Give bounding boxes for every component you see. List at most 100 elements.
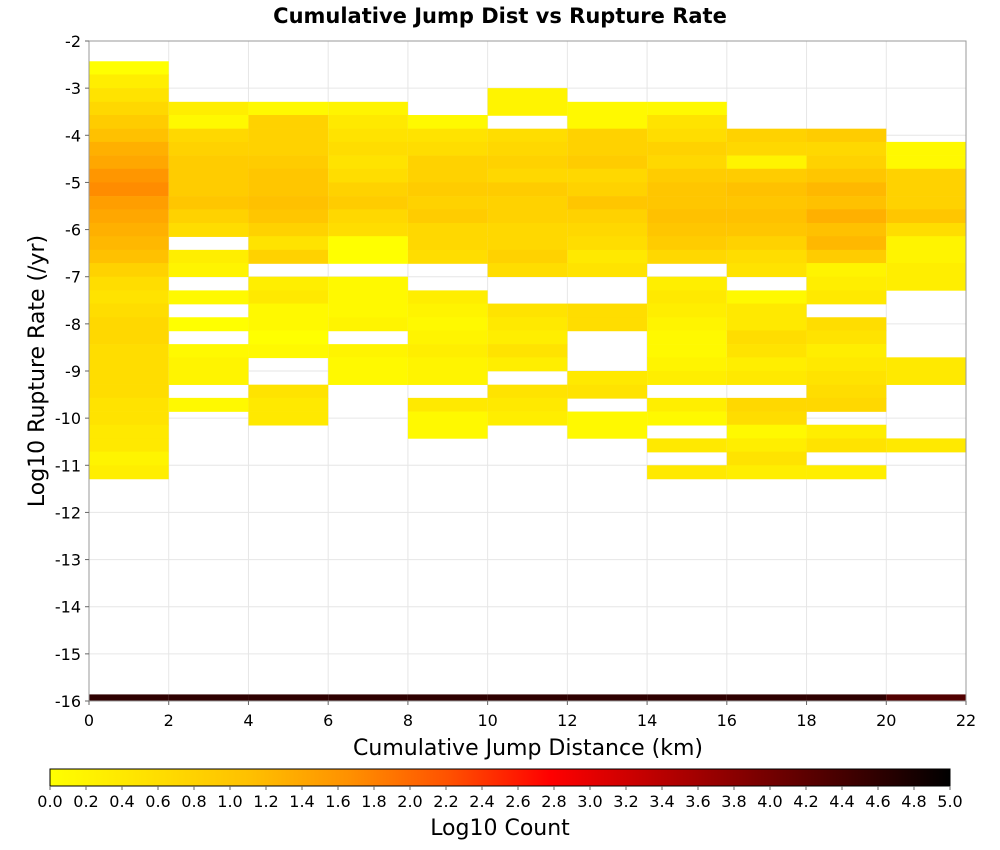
heatmap-cell: [726, 182, 807, 197]
heatmap-cell: [407, 128, 488, 143]
heatmap-cell: [487, 101, 568, 116]
heatmap-cell: [647, 317, 727, 332]
heatmap-cell: [567, 424, 648, 439]
x-tick-label: 0: [84, 711, 94, 730]
colorbar-tick-label: 0.8: [181, 792, 206, 811]
chart-title: Cumulative Jump Dist vs Rupture Rate: [273, 4, 727, 28]
heatmap-cell: [89, 128, 169, 143]
heatmap-cell: [806, 182, 887, 197]
heatmap-cell: [647, 128, 727, 143]
colorbar-tick-label: 2.4: [469, 792, 494, 811]
heatmap-cell: [168, 357, 249, 372]
colorbar-tick-label: 2.0: [397, 792, 422, 811]
x-tick-label: 22: [956, 711, 976, 730]
heatmap-cell: [328, 168, 408, 183]
heatmap-cell: [248, 344, 329, 359]
heatmap-cell: [168, 371, 249, 385]
heatmap-cell: [487, 263, 568, 278]
heatmap-cell: [89, 317, 169, 332]
heatmap-cell: [806, 317, 887, 332]
heatmap-cell: [567, 115, 648, 129]
heatmap-cell: [647, 141, 727, 156]
x-tick-label: 14: [637, 711, 657, 730]
heatmap-cell: [567, 196, 648, 211]
heatmap-cell: [567, 411, 648, 426]
heatmap-cell: [407, 397, 488, 412]
heatmap-cell: [647, 344, 727, 359]
heatmap-cell: [726, 330, 807, 345]
heatmap-cell: [806, 290, 887, 305]
heatmap-cell: [248, 128, 329, 143]
x-tick-label: 8: [403, 711, 413, 730]
heatmap-cell: [89, 209, 169, 224]
heatmap-cell: [328, 236, 408, 251]
heatmap-cell: [726, 196, 807, 211]
heatmap-cell: [248, 141, 329, 156]
heatmap-cell: [806, 344, 887, 359]
heatmap-cell: [647, 303, 727, 318]
heatmap-cell: [328, 249, 408, 264]
heatmap-cell: [248, 168, 329, 183]
heatmap-cell: [89, 168, 169, 183]
heatmap-cell: [89, 115, 169, 129]
colorbar-tick-label: 5.0: [937, 792, 962, 811]
colorbar-tick-label: 0.2: [73, 792, 98, 811]
colorbar-tick-label: 4.4: [829, 792, 854, 811]
y-tick-label: -11: [55, 456, 81, 475]
heatmap-cell: [726, 168, 807, 183]
colorbar-tick-label: 1.2: [253, 792, 278, 811]
heatmap-cell: [886, 438, 966, 453]
heatmap-cell: [168, 344, 249, 359]
colorbar-tick-label: 2.2: [433, 792, 458, 811]
y-tick-label: -3: [65, 79, 81, 98]
heatmap-cell: [328, 141, 408, 156]
heatmap-cell-bottom-strip: [726, 694, 807, 701]
heatmap-cell: [647, 222, 727, 237]
heatmap-cell: [647, 209, 727, 224]
heatmap-cell: [487, 357, 568, 372]
heatmap-cell: [328, 344, 408, 359]
heatmap-cell: [726, 263, 807, 278]
heatmap-cell: [89, 357, 169, 372]
heatmap-cell: [168, 249, 249, 264]
heatmap-cell: [567, 168, 648, 183]
y-tick-label: -15: [55, 645, 81, 664]
heatmap-cell: [726, 141, 807, 156]
heatmap-cell: [89, 451, 169, 466]
heatmap-cell-bottom-strip: [89, 694, 169, 701]
heatmap-cell: [726, 209, 807, 224]
heatmap-cell: [567, 128, 648, 143]
heatmap-cell: [168, 290, 249, 305]
colorbar-label: Log10 Count: [430, 816, 570, 841]
heatmap-cell: [806, 438, 887, 453]
heatmap-cell: [806, 155, 887, 170]
heatmap-cell-bottom-strip: [567, 694, 648, 701]
heatmap-cell: [248, 317, 329, 332]
heatmap-cell: [886, 276, 966, 291]
heatmap-cell: [407, 155, 488, 170]
heatmap-cell: [89, 384, 169, 399]
heatmap-cell: [328, 209, 408, 224]
heatmap-cell: [886, 222, 966, 237]
heatmap-cell: [328, 115, 408, 129]
heatmap-cell: [89, 330, 169, 345]
heatmap-cell: [726, 317, 807, 332]
heatmap-cell: [89, 249, 169, 264]
colorbar-tick-label: 2.6: [505, 792, 530, 811]
y-tick-label: -13: [55, 551, 81, 570]
heatmap-cell: [89, 371, 169, 385]
heatmap-cell: [407, 115, 488, 129]
heatmap-cell: [89, 424, 169, 439]
heatmap-cell-bottom-strip: [248, 694, 329, 701]
heatmap-cell: [806, 209, 887, 224]
y-tick-label: -2: [65, 32, 81, 51]
heatmap-cell: [567, 303, 648, 318]
heatmap-cell: [168, 317, 249, 332]
heatmap-cell: [407, 141, 488, 156]
heatmap-cell: [886, 196, 966, 211]
heatmap-cell: [328, 357, 408, 372]
heatmap-cell: [328, 101, 408, 116]
heatmap-cell: [248, 330, 329, 345]
y-tick-label: -14: [55, 598, 81, 617]
heatmap-cell: [248, 101, 329, 116]
